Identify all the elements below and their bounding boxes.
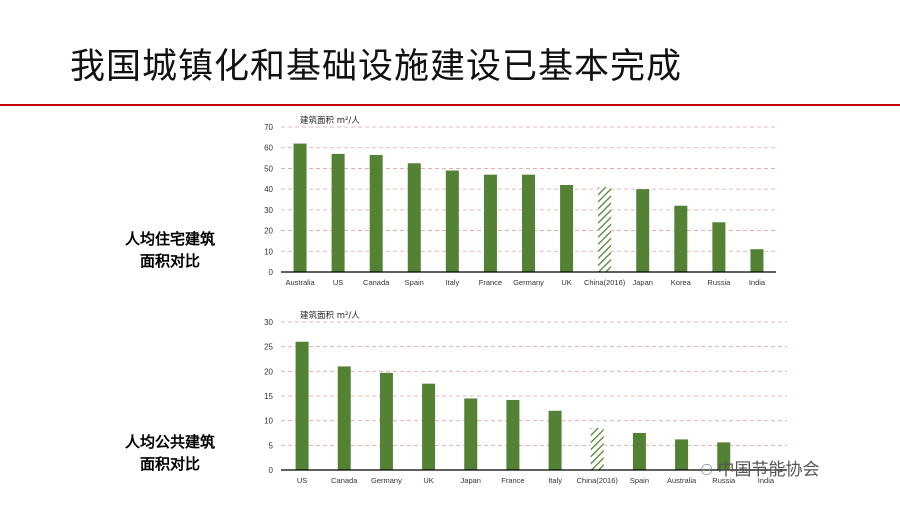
bar: [369, 154, 383, 272]
bar: [445, 170, 459, 272]
bar: [590, 428, 604, 470]
x-tick-label: France: [501, 476, 524, 485]
y-axis-label: 建筑面积 m²/人: [300, 310, 360, 321]
bar: [422, 383, 436, 470]
y-tick-label: 10: [264, 247, 273, 256]
y-tick-label: 30: [264, 318, 273, 327]
bar: [407, 163, 421, 272]
x-tick-label: Russia: [707, 278, 731, 287]
y-tick-label: 20: [264, 227, 273, 236]
y-tick-label: 0: [269, 466, 274, 475]
bar: [483, 174, 497, 272]
slide-title: 我国城镇化和基础设施建设已基本完成: [70, 47, 683, 87]
y-tick-label: 30: [264, 206, 273, 215]
bar: [379, 372, 393, 470]
y-axis-label: 建筑面积 m²/人: [300, 115, 360, 126]
x-tick-label: UK: [561, 278, 571, 287]
y-tick-label: 0: [269, 268, 274, 277]
bar: [674, 205, 688, 272]
bar: [712, 222, 726, 272]
watermark: ⚇ 中国节能协会: [700, 455, 819, 480]
y-tick-label: 50: [264, 164, 273, 173]
chart-label-public: 人均公共建筑 面积对比: [110, 431, 230, 475]
chart-label-residential-line1: 人均住宅建筑: [124, 230, 215, 248]
title-divider: [0, 104, 900, 106]
bar: [295, 341, 309, 470]
x-tick-label: Korea: [671, 278, 692, 287]
bar: [522, 174, 535, 272]
x-tick-label: India: [758, 476, 775, 485]
x-tick-label: UK: [423, 476, 433, 485]
x-tick-label: Russia: [712, 476, 736, 485]
x-tick-label: Japan: [461, 476, 481, 485]
chart-label-residential-line2: 面积对比: [139, 252, 200, 270]
y-tick-label: 10: [264, 417, 273, 426]
x-tick-label: Italy: [548, 476, 562, 485]
x-tick-label: Germany: [513, 278, 544, 287]
bar: [717, 442, 731, 470]
y-tick-label: 5: [269, 441, 274, 450]
x-tick-label: China(2016): [577, 476, 619, 485]
bar: [464, 398, 478, 470]
x-tick-label: US: [333, 278, 343, 287]
bar: [560, 185, 574, 272]
y-tick-label: 20: [264, 367, 273, 376]
x-tick-label: Japan: [633, 278, 653, 287]
chart-label-public-line2: 面积对比: [139, 455, 200, 473]
x-tick-label: Australia: [667, 476, 697, 485]
bar: [636, 189, 650, 272]
x-tick-label: Spain: [405, 278, 424, 287]
bar: [331, 153, 345, 272]
y-tick-label: 25: [264, 343, 273, 352]
x-tick-label: Canada: [331, 476, 358, 485]
wechat-icon: ⚇: [700, 461, 714, 479]
y-tick-label: 60: [264, 144, 273, 153]
x-tick-label: Australia: [285, 278, 315, 287]
x-tick-label: Canada: [363, 278, 390, 287]
bar: [675, 439, 689, 470]
x-tick-label: India: [749, 278, 766, 287]
x-tick-label: US: [297, 476, 307, 485]
bar: [632, 433, 646, 470]
bar: [506, 399, 520, 470]
bar: [598, 187, 612, 272]
x-tick-label: China(2016): [584, 278, 626, 287]
bar: [337, 366, 351, 470]
y-tick-label: 15: [264, 392, 273, 401]
y-tick-label: 40: [264, 185, 273, 194]
bar: [293, 143, 307, 272]
bar: [750, 249, 764, 272]
chart-label-residential: 人均住宅建筑 面积对比: [110, 228, 230, 272]
chart-label-public-line1: 人均公共建筑: [124, 433, 215, 451]
x-tick-label: France: [479, 278, 502, 287]
y-tick-label: 70: [264, 123, 273, 132]
x-tick-label: Germany: [371, 476, 402, 485]
watermark-text: 中国节能协会: [717, 460, 820, 480]
x-tick-label: Italy: [445, 278, 459, 287]
bar: [548, 410, 562, 470]
x-tick-label: Spain: [630, 476, 649, 485]
